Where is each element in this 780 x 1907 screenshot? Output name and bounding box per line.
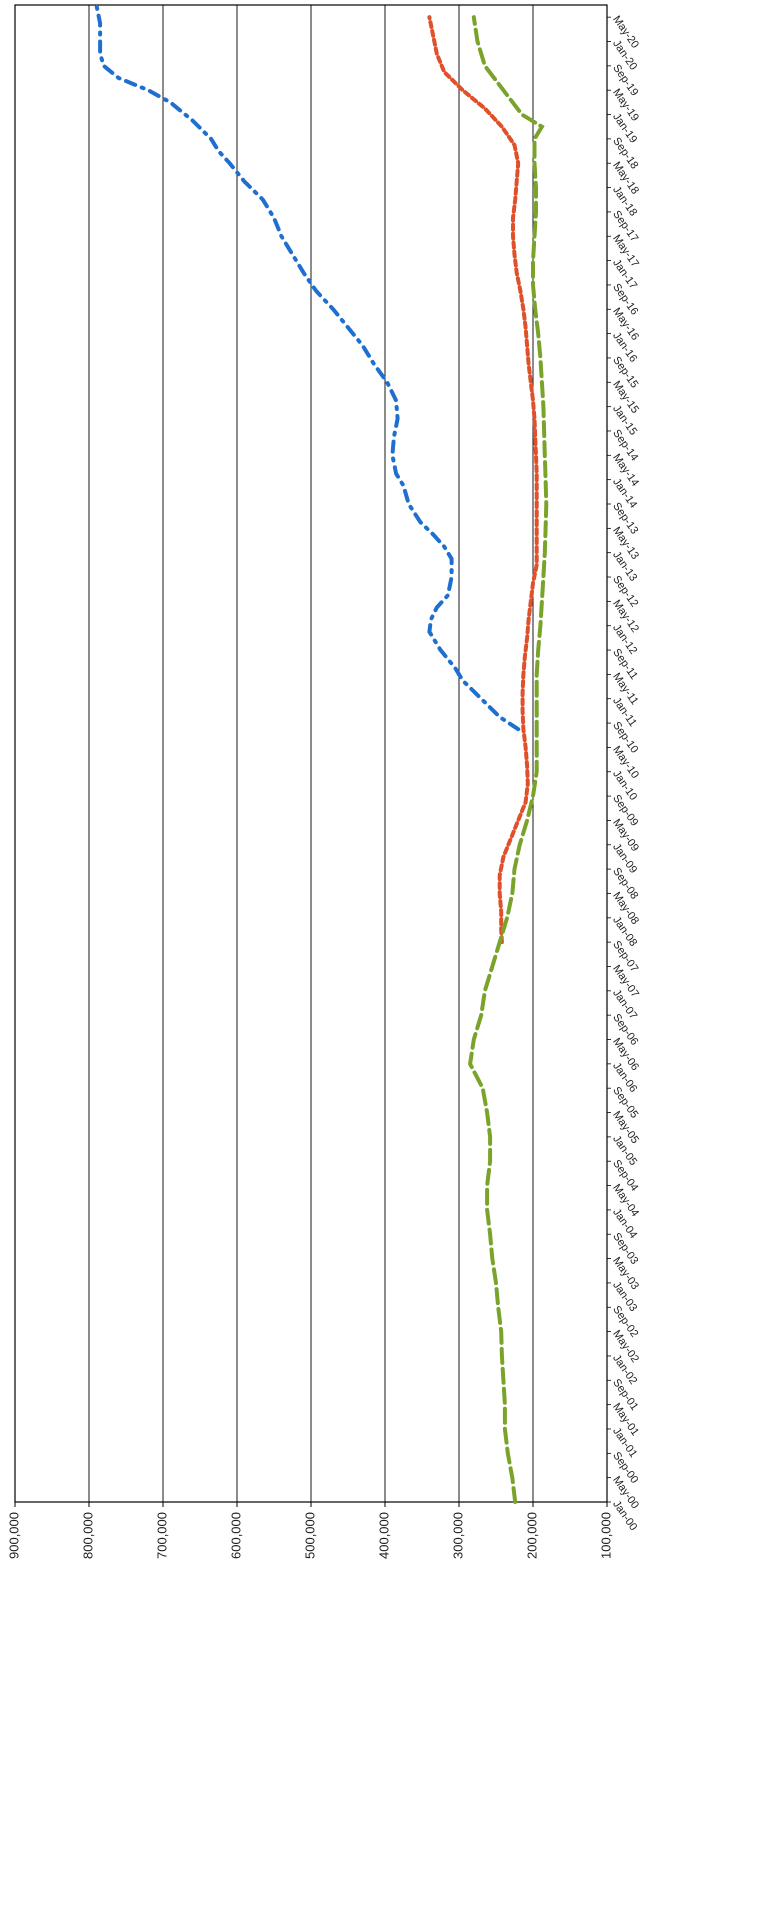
y-tick-label: 600,000 [228, 1512, 243, 1559]
y-tick-label: 500,000 [302, 1512, 317, 1559]
series-line-1 [94, 3, 521, 732]
y-tick-label: 200,000 [524, 1512, 539, 1559]
y-tick-label: 300,000 [450, 1512, 465, 1559]
series-line-2 [427, 15, 539, 945]
y-tick-label: 400,000 [376, 1512, 391, 1559]
series-line-3 [468, 15, 549, 1504]
series-lines [94, 3, 549, 1504]
y-tick-label: 700,000 [154, 1512, 169, 1559]
y-tick-label: 100,000 [598, 1512, 613, 1559]
y-tick-label: 900,000 [6, 1512, 21, 1559]
y-tick-label: 800,000 [80, 1512, 95, 1559]
y-axis-tick-labels: 100,000 200,000 300,000 400,000 500,000 600,0… [6, 1512, 613, 1559]
plot-area-border [14, 4, 608, 1503]
